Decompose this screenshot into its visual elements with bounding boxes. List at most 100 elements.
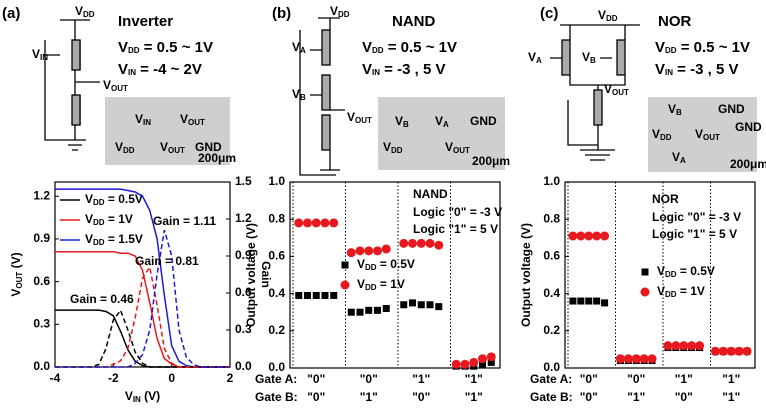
y-axis-label: VOUT (V)	[9, 252, 24, 296]
circuit-title: Inverter	[118, 13, 173, 30]
gate-b-value: "1"	[360, 390, 378, 404]
logic-note: Logic "0" = -3 V	[413, 205, 502, 219]
data-point	[304, 291, 311, 299]
gate-a-value: "1"	[722, 372, 740, 386]
data-point	[592, 231, 602, 241]
legend-marker	[340, 280, 350, 290]
data-point	[295, 291, 303, 299]
plot-frame	[289, 181, 501, 369]
gate-a-value: "1"	[412, 372, 430, 386]
data-point	[631, 354, 641, 364]
data-point	[373, 246, 382, 256]
y-tick-label: 0.6	[33, 274, 50, 288]
data-point	[417, 301, 425, 309]
legend-label: VDD = 0.5V	[657, 264, 715, 279]
data-point	[687, 341, 697, 351]
micrograph-label: GND	[470, 114, 497, 128]
gate-b-value: "1"	[627, 390, 645, 404]
data-point	[478, 354, 487, 364]
node-label: VB	[582, 50, 596, 65]
plot-frame	[54, 181, 231, 368]
data-point	[742, 346, 752, 356]
spec: VDD = 0.5 ~ 1V	[655, 39, 750, 56]
node-label: VA	[528, 50, 542, 65]
data-point	[585, 297, 593, 305]
data-point	[577, 297, 585, 305]
data-point	[710, 346, 720, 356]
node-label: VOUT	[103, 78, 128, 93]
gate-a-label: Gate A:	[530, 372, 572, 386]
data-point	[364, 246, 374, 256]
y-tick-label: 0.6	[543, 249, 560, 263]
gate-b-value: "0"	[412, 390, 430, 404]
y-tick-label: 0.9	[33, 231, 50, 245]
y-tick-label: 0.0	[33, 359, 50, 373]
data-point	[329, 218, 339, 228]
x-tick-label: 0	[168, 371, 175, 385]
gain-curve	[55, 229, 230, 368]
circuit-title: NAND	[392, 13, 435, 30]
micrograph-b	[378, 97, 505, 170]
panel-label: (a)	[2, 5, 20, 22]
chart: 0.0 0.2 0.4 0.6 0.8 1.0 Output voltage (V) "0" "…	[244, 174, 502, 404]
gate-a-value: "1"	[465, 372, 483, 386]
chart-title: NOR	[652, 192, 679, 206]
schematic-a	[44, 19, 100, 151]
gate-a-value: "0"	[307, 372, 325, 386]
gain-curve	[55, 308, 230, 368]
data-point	[330, 291, 338, 299]
data-point	[469, 357, 479, 367]
gate-a-value: "0"	[580, 372, 598, 386]
data-point	[355, 246, 365, 256]
y-tick-label: 0.4	[543, 286, 560, 300]
data-point	[695, 341, 705, 351]
data-point	[408, 238, 417, 248]
spec: VIN = -4 ~ 2V	[118, 61, 202, 78]
data-point	[460, 359, 470, 369]
legend-label: VDD = 1.5V	[85, 232, 143, 247]
data-point	[365, 306, 373, 314]
circuit-title: NOR	[658, 13, 692, 30]
node-label: VDD	[598, 8, 618, 23]
data-point	[584, 231, 594, 241]
y-tick-label: 0.0	[268, 360, 285, 374]
data-point	[374, 306, 381, 314]
gate-b-value: "1"	[465, 390, 483, 404]
data-point	[568, 231, 578, 241]
data-point	[663, 341, 673, 351]
data-point	[399, 238, 409, 248]
data-point	[400, 301, 408, 309]
micrograph-label: 200μm	[730, 157, 766, 171]
data-point	[303, 218, 312, 228]
y-tick-label: 0.8	[543, 211, 560, 225]
logic-note: Logic "1" = 5 V	[413, 222, 498, 236]
gate-b-value: "1"	[722, 390, 740, 404]
data-point	[321, 291, 329, 299]
node-label: VDD	[75, 4, 95, 19]
panel-label: (b)	[272, 5, 291, 22]
data-point	[486, 352, 496, 362]
vout-curve	[55, 309, 230, 368]
data-point	[346, 248, 356, 258]
gate-a-value: "0"	[627, 372, 645, 386]
data-point	[647, 354, 657, 364]
annotation: Gain = 1.11	[153, 214, 216, 228]
y-tick-label: 0.6	[268, 249, 285, 263]
legend-label: VDD = 0.5V	[85, 192, 143, 207]
y2-tick-label: 0.9	[235, 248, 252, 262]
data-point	[569, 297, 577, 305]
gate-a-value: "1"	[675, 372, 693, 386]
spec: VDD = 0.5 ~ 1V	[362, 39, 457, 56]
spec: VIN = -3 , 5 V	[655, 61, 738, 78]
data-point	[409, 299, 416, 307]
gate-b-value: "0"	[580, 390, 598, 404]
micrograph-c	[648, 97, 757, 172]
data-point	[615, 354, 625, 364]
chart-title: NAND	[413, 187, 448, 201]
data-point	[639, 354, 649, 364]
y-tick-label: 0.2	[268, 323, 285, 337]
gate-a-label: Gate A:	[255, 372, 297, 386]
legend-label: VDD = 1V	[85, 212, 133, 227]
x-axis-label: VIN (V)	[125, 389, 160, 404]
